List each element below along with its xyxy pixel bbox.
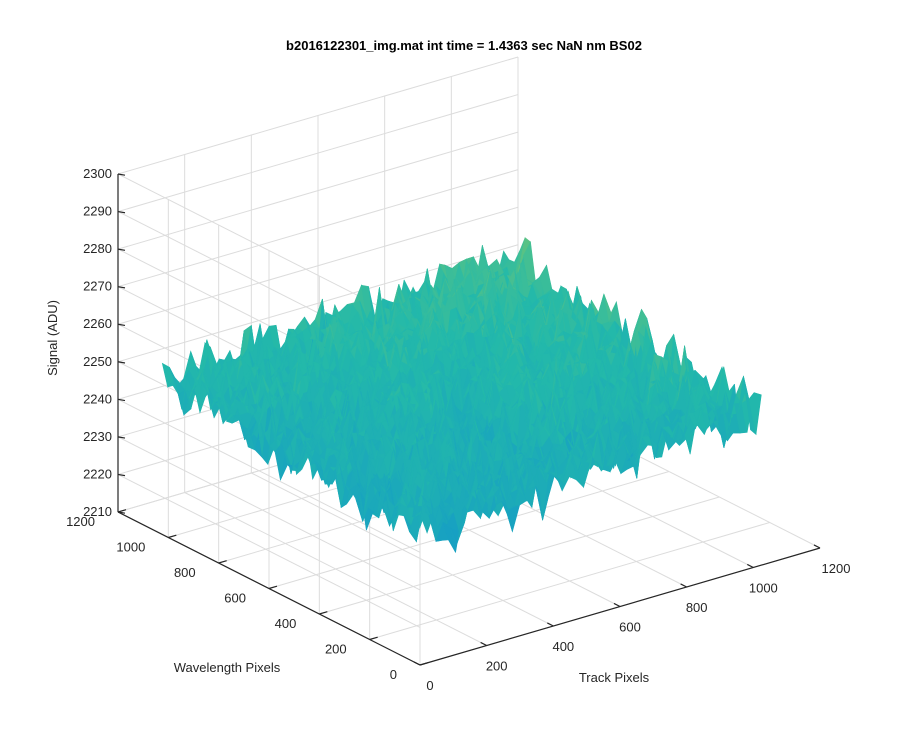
z-tick-label: 2260 — [83, 316, 112, 331]
z-tick — [117, 473, 126, 477]
y-tick — [117, 509, 127, 513]
grid-line — [117, 56, 519, 175]
z-tick-label: 2230 — [83, 429, 112, 444]
grid-line — [117, 436, 421, 591]
y-tick — [319, 611, 328, 615]
grid-line — [117, 131, 519, 250]
z-tick-label: 2290 — [83, 204, 112, 219]
x-tick-label: 600 — [619, 620, 641, 635]
z-tick — [117, 210, 126, 214]
z-tick — [117, 286, 126, 289]
z-tick-label: 2210 — [83, 504, 112, 519]
x-tick — [813, 544, 821, 549]
y-tick-label: 1000 — [116, 540, 145, 555]
x-tick-label: 800 — [686, 600, 708, 615]
x-tick — [413, 661, 421, 666]
x-tick — [480, 641, 487, 647]
z-tick-label: 2270 — [83, 279, 112, 294]
x-tick-label: 400 — [552, 639, 574, 654]
z-tick — [117, 173, 126, 176]
z-tick-label: 2240 — [83, 391, 112, 406]
y-tick-label: 400 — [275, 616, 297, 631]
x-tick-label: 0 — [426, 678, 433, 693]
y-tick — [268, 585, 278, 590]
z-tick — [117, 436, 126, 439]
grid-line — [117, 398, 421, 553]
z-axis-title: Signal (ADU) — [45, 300, 60, 376]
axes — [117, 173, 821, 666]
y-tick — [218, 560, 227, 564]
tick-labels: 0 200 400 600 800 1000 1200 0 200 400 600 800 1000 12… — [66, 166, 850, 693]
y-tick — [419, 662, 429, 666]
grid-line — [117, 473, 421, 628]
grid-line — [117, 206, 519, 325]
y-axis-title: Wavelength Pixels — [174, 660, 281, 675]
z-tick — [117, 323, 126, 327]
z-tick-label: 2300 — [83, 166, 112, 181]
grid-line — [117, 244, 519, 363]
z-tick — [117, 511, 126, 514]
z-tick — [117, 361, 126, 364]
grid-line — [369, 522, 770, 640]
y-tick — [168, 534, 177, 539]
grid-line — [319, 496, 720, 615]
x-tick-label: 1200 — [822, 561, 851, 576]
y-tick — [369, 636, 378, 641]
x-tick — [747, 563, 754, 569]
z-tick-label: 2250 — [83, 354, 112, 369]
z-tick-label: 2220 — [83, 466, 112, 481]
y-tick-label: 800 — [174, 565, 196, 580]
y-tick-label: 1200 — [66, 514, 95, 529]
surface-plot — [161, 237, 762, 553]
z-tick-label: 2280 — [83, 241, 112, 256]
x-tick — [680, 583, 687, 588]
z-tick — [117, 248, 126, 251]
z-tick — [117, 398, 126, 402]
x-tick — [613, 602, 621, 608]
grid-line — [268, 471, 670, 589]
x-tick-label: 200 — [486, 659, 508, 674]
chart-title: b2016122301_img.mat int time = 1.4363 se… — [286, 38, 642, 53]
y-tick-label: 600 — [224, 591, 246, 606]
x-axis-title: Track Pixels — [579, 670, 650, 685]
x-tick — [547, 622, 554, 627]
y-tick-label: 0 — [390, 667, 397, 682]
y-tick-label: 200 — [325, 642, 347, 657]
grid-line — [117, 94, 519, 213]
surface-patch — [748, 392, 762, 435]
x-tick-label: 1000 — [749, 581, 778, 596]
grid-line — [117, 169, 519, 288]
